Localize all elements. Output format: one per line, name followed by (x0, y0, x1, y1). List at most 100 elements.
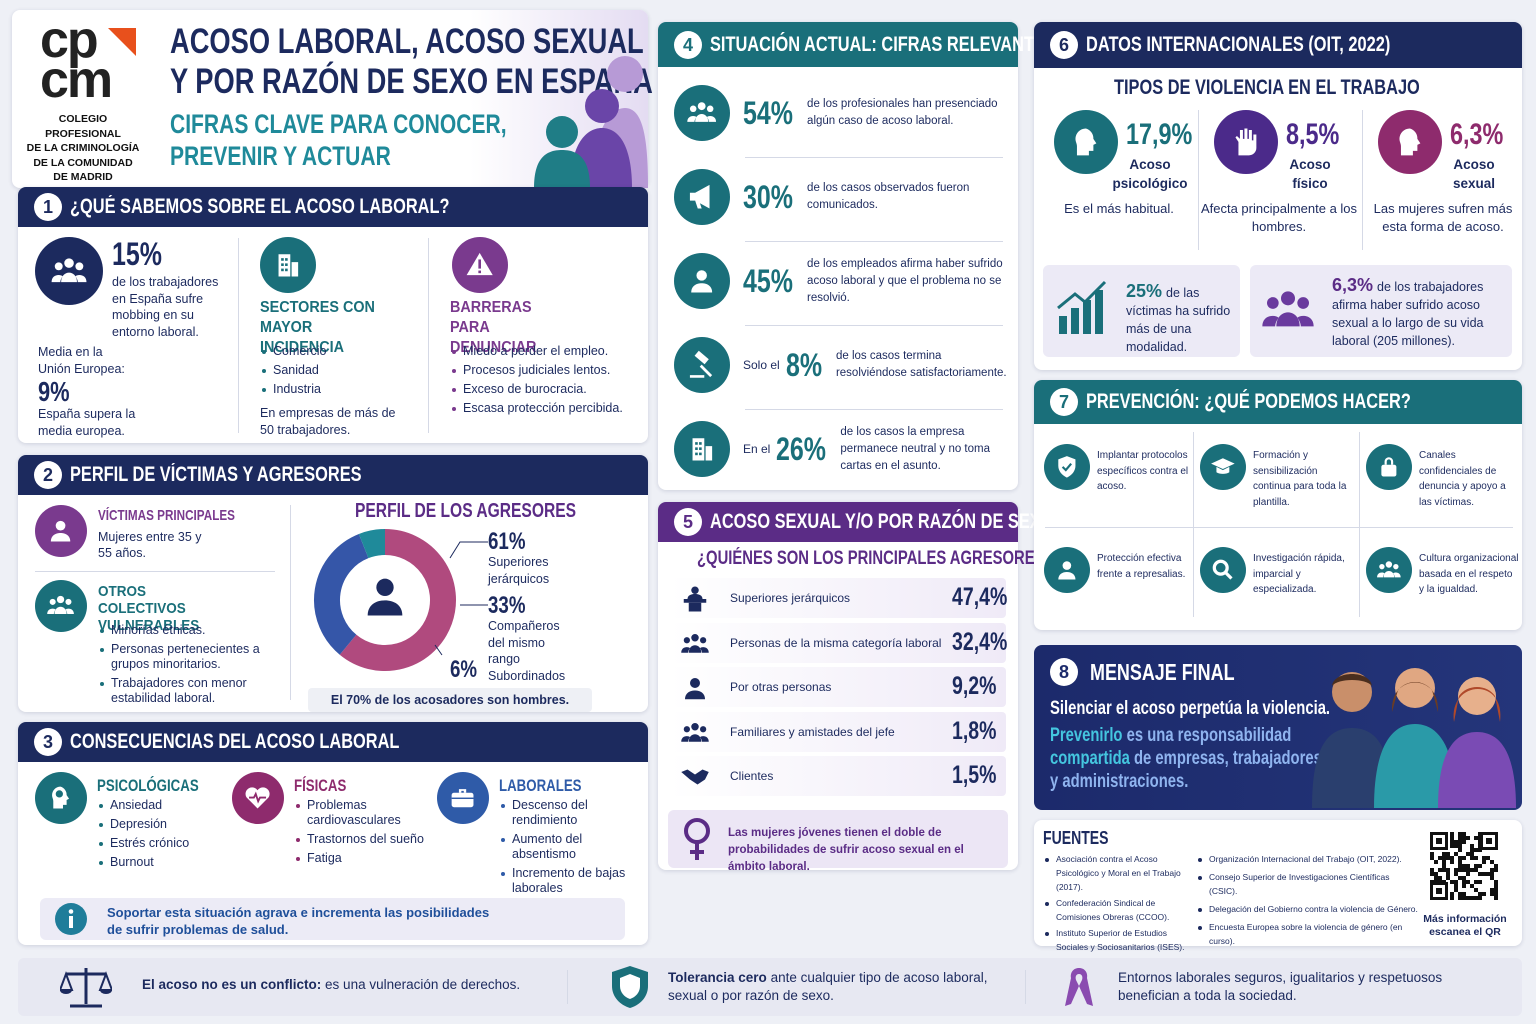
icon-shape (1385, 561, 1393, 568)
icon-shape (1478, 840, 1482, 844)
icon-shape (1374, 724, 1456, 808)
icon-shape (1466, 852, 1470, 856)
stat-row: 45% de los empleados afirma haber sufrido… (743, 257, 1008, 305)
icon-shape (698, 102, 706, 111)
icon-shape (1211, 458, 1235, 470)
icon-shape (1332, 674, 1372, 686)
message-part: Prevenirlo (1050, 725, 1123, 746)
divider (290, 505, 291, 700)
section-header (18, 187, 648, 227)
type-label: Acoso sexual (1452, 157, 1496, 191)
qr-code (1428, 830, 1500, 902)
icon-shape (534, 150, 590, 188)
icon-shape (1379, 564, 1385, 570)
list-item: Industria (260, 382, 420, 397)
list-item: Ansiedad (97, 798, 227, 813)
section-number: 7 (1050, 388, 1078, 416)
icon-shape (60, 990, 112, 994)
icon-shape (57, 596, 65, 604)
icon-shape (51, 521, 71, 542)
icon-shape (1478, 896, 1482, 900)
scales-icon (58, 964, 114, 1010)
section-number: 6 (1050, 31, 1078, 59)
list: Miedo a perder el empleo. Procesos judici… (450, 344, 640, 420)
icon-shape (1462, 876, 1466, 880)
icon-shape (1454, 872, 1458, 876)
donut-segment (358, 529, 386, 559)
row-value: 1,5% (952, 761, 997, 790)
type-note: Afecta principalmente a los hombres. (1200, 201, 1358, 234)
icon-shape (1474, 868, 1478, 872)
qr-text: Más información escanea el QR (1423, 913, 1507, 938)
icon-shape (1450, 844, 1454, 848)
icon-shape (691, 633, 699, 642)
icon-shape (1235, 128, 1257, 156)
icon-shape (1399, 128, 1421, 156)
list-item: Aumento del absentismo (499, 832, 629, 862)
icon-shape (1434, 860, 1438, 864)
icon-shape (1458, 840, 1462, 844)
icon-shape (1211, 458, 1235, 474)
icon-shape (1438, 880, 1442, 884)
icon-shape (1462, 840, 1466, 844)
icon-shape (684, 818, 710, 860)
icon-shape (1058, 456, 1076, 478)
icon-shape (1071, 308, 1079, 334)
icon-shape (1212, 559, 1229, 576)
icon-shape (65, 599, 72, 606)
icon-shape (1466, 836, 1470, 840)
org-line: DE LA CRIMINOLOGÍA (26, 142, 140, 154)
icon-shape (1399, 128, 1421, 156)
icon (674, 85, 730, 141)
icon-shape (695, 200, 702, 209)
sources-list: Asociación contra el Acoso Psicológico y… (1043, 852, 1191, 956)
icon (452, 237, 508, 293)
icon-shape (1478, 836, 1482, 840)
stat: 30% (743, 178, 793, 215)
list: Problemas cardiovasculares Trastornos del… (294, 798, 424, 870)
icon-shape (1494, 868, 1498, 872)
list-item: Miedo a perder el empleo. (450, 344, 640, 359)
icon-shape (1478, 880, 1482, 884)
icon-shape (1312, 728, 1392, 808)
icon-shape (68, 909, 74, 914)
icon-shape (699, 447, 702, 451)
icon-shape (1430, 852, 1434, 856)
stat: 15% (112, 236, 162, 272)
icon-shape (285, 258, 288, 262)
icon-shape (281, 263, 285, 267)
icon-shape (1216, 466, 1230, 474)
group-title: LABORALES (499, 776, 582, 795)
icon-shape (691, 586, 699, 594)
icon-shape (1450, 856, 1454, 860)
icon-shape (1212, 559, 1233, 580)
icon-shape (696, 270, 708, 281)
icon (35, 505, 87, 557)
icon-shape (1486, 838, 1492, 844)
icon-shape (1430, 880, 1434, 884)
people-illustration (1312, 652, 1517, 808)
icon-shape (1381, 464, 1397, 477)
icon-shape (1458, 876, 1462, 880)
type-stat: 6,3% (1450, 118, 1504, 151)
source-item: Organización Internacional del Trabajo (… (1196, 852, 1418, 866)
icon-shape (1458, 860, 1462, 864)
icon-shape (52, 787, 70, 809)
icon-shape (1454, 852, 1458, 856)
type-label: Acoso físico (1289, 157, 1331, 191)
icon-shape (75, 262, 84, 271)
icon-shape (1276, 312, 1300, 327)
icon-shape (700, 735, 709, 742)
message-line: Silenciar el acoso perpetúa la violencia… (1050, 698, 1331, 719)
row-bg (670, 711, 1006, 752)
prevention-item: Cultura organizacional basada en el resp… (1419, 553, 1519, 595)
icon-shape (1458, 844, 1462, 848)
footer-text: es una vulneración de derechos. (325, 977, 521, 992)
footer-text: Entornos laborales seguros, igualitarios… (1118, 970, 1443, 1003)
section-title: CONSECUENCIAS DEL ACOSO LABORAL (70, 730, 400, 753)
icon-shape (452, 793, 474, 808)
icon-shape (1462, 868, 1466, 872)
icon-shape (56, 790, 64, 798)
subtitle: CIFRAS CLAVE PARA CONOCER, (170, 109, 507, 139)
icon-shape (1458, 832, 1462, 836)
